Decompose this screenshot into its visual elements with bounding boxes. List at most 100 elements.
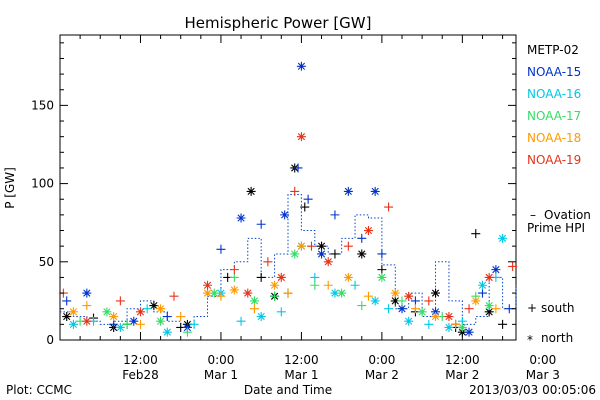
data-point-south — [263, 257, 273, 267]
data-point-south — [256, 219, 266, 229]
x-tick-label-time: 12:00 — [284, 353, 319, 367]
plot-area — [58, 34, 518, 341]
data-point-north — [477, 280, 487, 290]
data-point-north — [203, 280, 213, 290]
data-point-north — [330, 288, 340, 298]
data-point-north — [270, 280, 280, 290]
data-point-north — [404, 316, 414, 326]
x-tick-label-date: Mar 2 — [445, 368, 479, 382]
plot-frame — [59, 34, 517, 341]
y-tick-label: 100 — [31, 177, 54, 191]
data-point-south — [182, 327, 192, 337]
data-point-north — [156, 316, 166, 326]
data-point-north — [370, 186, 380, 196]
data-point-south — [384, 202, 394, 212]
data-point-south — [410, 296, 420, 306]
data-point-south — [424, 319, 434, 329]
data-point-south — [410, 304, 420, 314]
data-point-north — [290, 249, 300, 259]
data-point-south — [330, 210, 340, 220]
data-point-north — [149, 301, 159, 311]
legend-entry-noaa-17: NOAA-17 — [527, 109, 581, 123]
data-point-north — [182, 322, 192, 332]
data-point-south — [216, 244, 226, 254]
ovation-hpi-series — [60, 194, 517, 328]
data-point-south — [464, 304, 474, 314]
data-point-south — [189, 319, 199, 329]
data-point-north — [370, 296, 380, 306]
data-point-south — [122, 319, 132, 329]
data-point-south — [256, 272, 266, 282]
data-point-north — [82, 288, 92, 298]
data-point-south — [229, 272, 239, 282]
data-point-north — [343, 186, 353, 196]
data-point-south — [236, 316, 246, 326]
data-point-south — [310, 272, 320, 282]
data-point-south — [498, 319, 508, 329]
data-point-north — [203, 288, 213, 298]
legend-north-marker: * — [527, 333, 533, 347]
data-point-south — [216, 291, 226, 301]
legend-entry-metp-02: METP-02 — [527, 43, 579, 57]
data-point-south — [491, 304, 501, 314]
legend: METP-02 NOAA-15 NOAA-16 NOAA-17 NOAA-18 NOAA-… — [527, 43, 591, 347]
data-point-south — [330, 249, 340, 259]
data-point-north — [280, 210, 290, 220]
data-point-south — [176, 312, 186, 322]
y-axis-label: P [GW] — [3, 167, 17, 209]
footer-timestamp: 2013/03/03 00:05:06 — [469, 383, 596, 397]
data-point-north — [363, 226, 373, 236]
legend-entry-noaa-19: NOAA-19 — [527, 153, 581, 167]
x-tick-label-time: 0:00 — [529, 353, 556, 367]
data-point-north — [484, 272, 494, 282]
legend-south-marker: + — [527, 301, 537, 315]
data-point-south — [310, 280, 320, 290]
legend-ovation-line1: Ovation — [544, 208, 591, 222]
data-point-south — [283, 288, 293, 298]
data-point-north — [317, 249, 327, 259]
data-point-north — [236, 213, 246, 223]
legend-entry-noaa-18: NOAA-18 — [527, 131, 581, 145]
data-point-north — [343, 272, 353, 282]
data-point-south — [471, 229, 481, 239]
data-point-north — [209, 288, 219, 298]
data-point-south — [142, 304, 152, 314]
data-point-north — [276, 272, 286, 282]
data-point-north — [129, 316, 139, 326]
data-point-north — [431, 288, 441, 298]
data-point-south — [135, 319, 145, 329]
data-point-north — [229, 285, 239, 295]
data-point-south — [62, 296, 72, 306]
data-point-north — [102, 307, 112, 317]
x-tick-label-date: Mar 3 — [526, 368, 560, 382]
data-point-south — [323, 280, 333, 290]
data-point-north — [162, 327, 172, 337]
data-point-north — [464, 327, 474, 337]
data-point-north — [457, 322, 467, 332]
data-point-north — [68, 319, 78, 329]
data-point-north — [397, 304, 407, 314]
data-point-north — [417, 307, 427, 317]
data-point-north — [337, 288, 347, 298]
x-tick-label-date: Mar 2 — [365, 368, 399, 382]
data-point-north — [404, 291, 414, 301]
data-point-south — [363, 291, 373, 301]
data-point-south — [384, 304, 394, 314]
data-point-north — [249, 296, 259, 306]
series-noaa-17 — [75, 249, 494, 337]
satellite-markers — [58, 61, 518, 337]
data-point-north — [115, 322, 125, 332]
legend-north-label: north — [541, 331, 573, 345]
y-axis: 0 50 100 150 — [31, 42, 516, 347]
data-point-north — [317, 241, 327, 251]
y-tick-label: 0 — [46, 333, 54, 347]
ovation-hpi-line — [60, 194, 517, 328]
data-point-south — [290, 186, 300, 196]
data-point-south — [343, 241, 353, 251]
x-tick-label-date: Mar 1 — [284, 368, 318, 382]
legend-entry-noaa-15: NOAA-15 — [527, 65, 581, 79]
data-point-north — [156, 304, 166, 314]
series-noaa-18 — [68, 241, 501, 329]
data-point-south — [169, 291, 179, 301]
